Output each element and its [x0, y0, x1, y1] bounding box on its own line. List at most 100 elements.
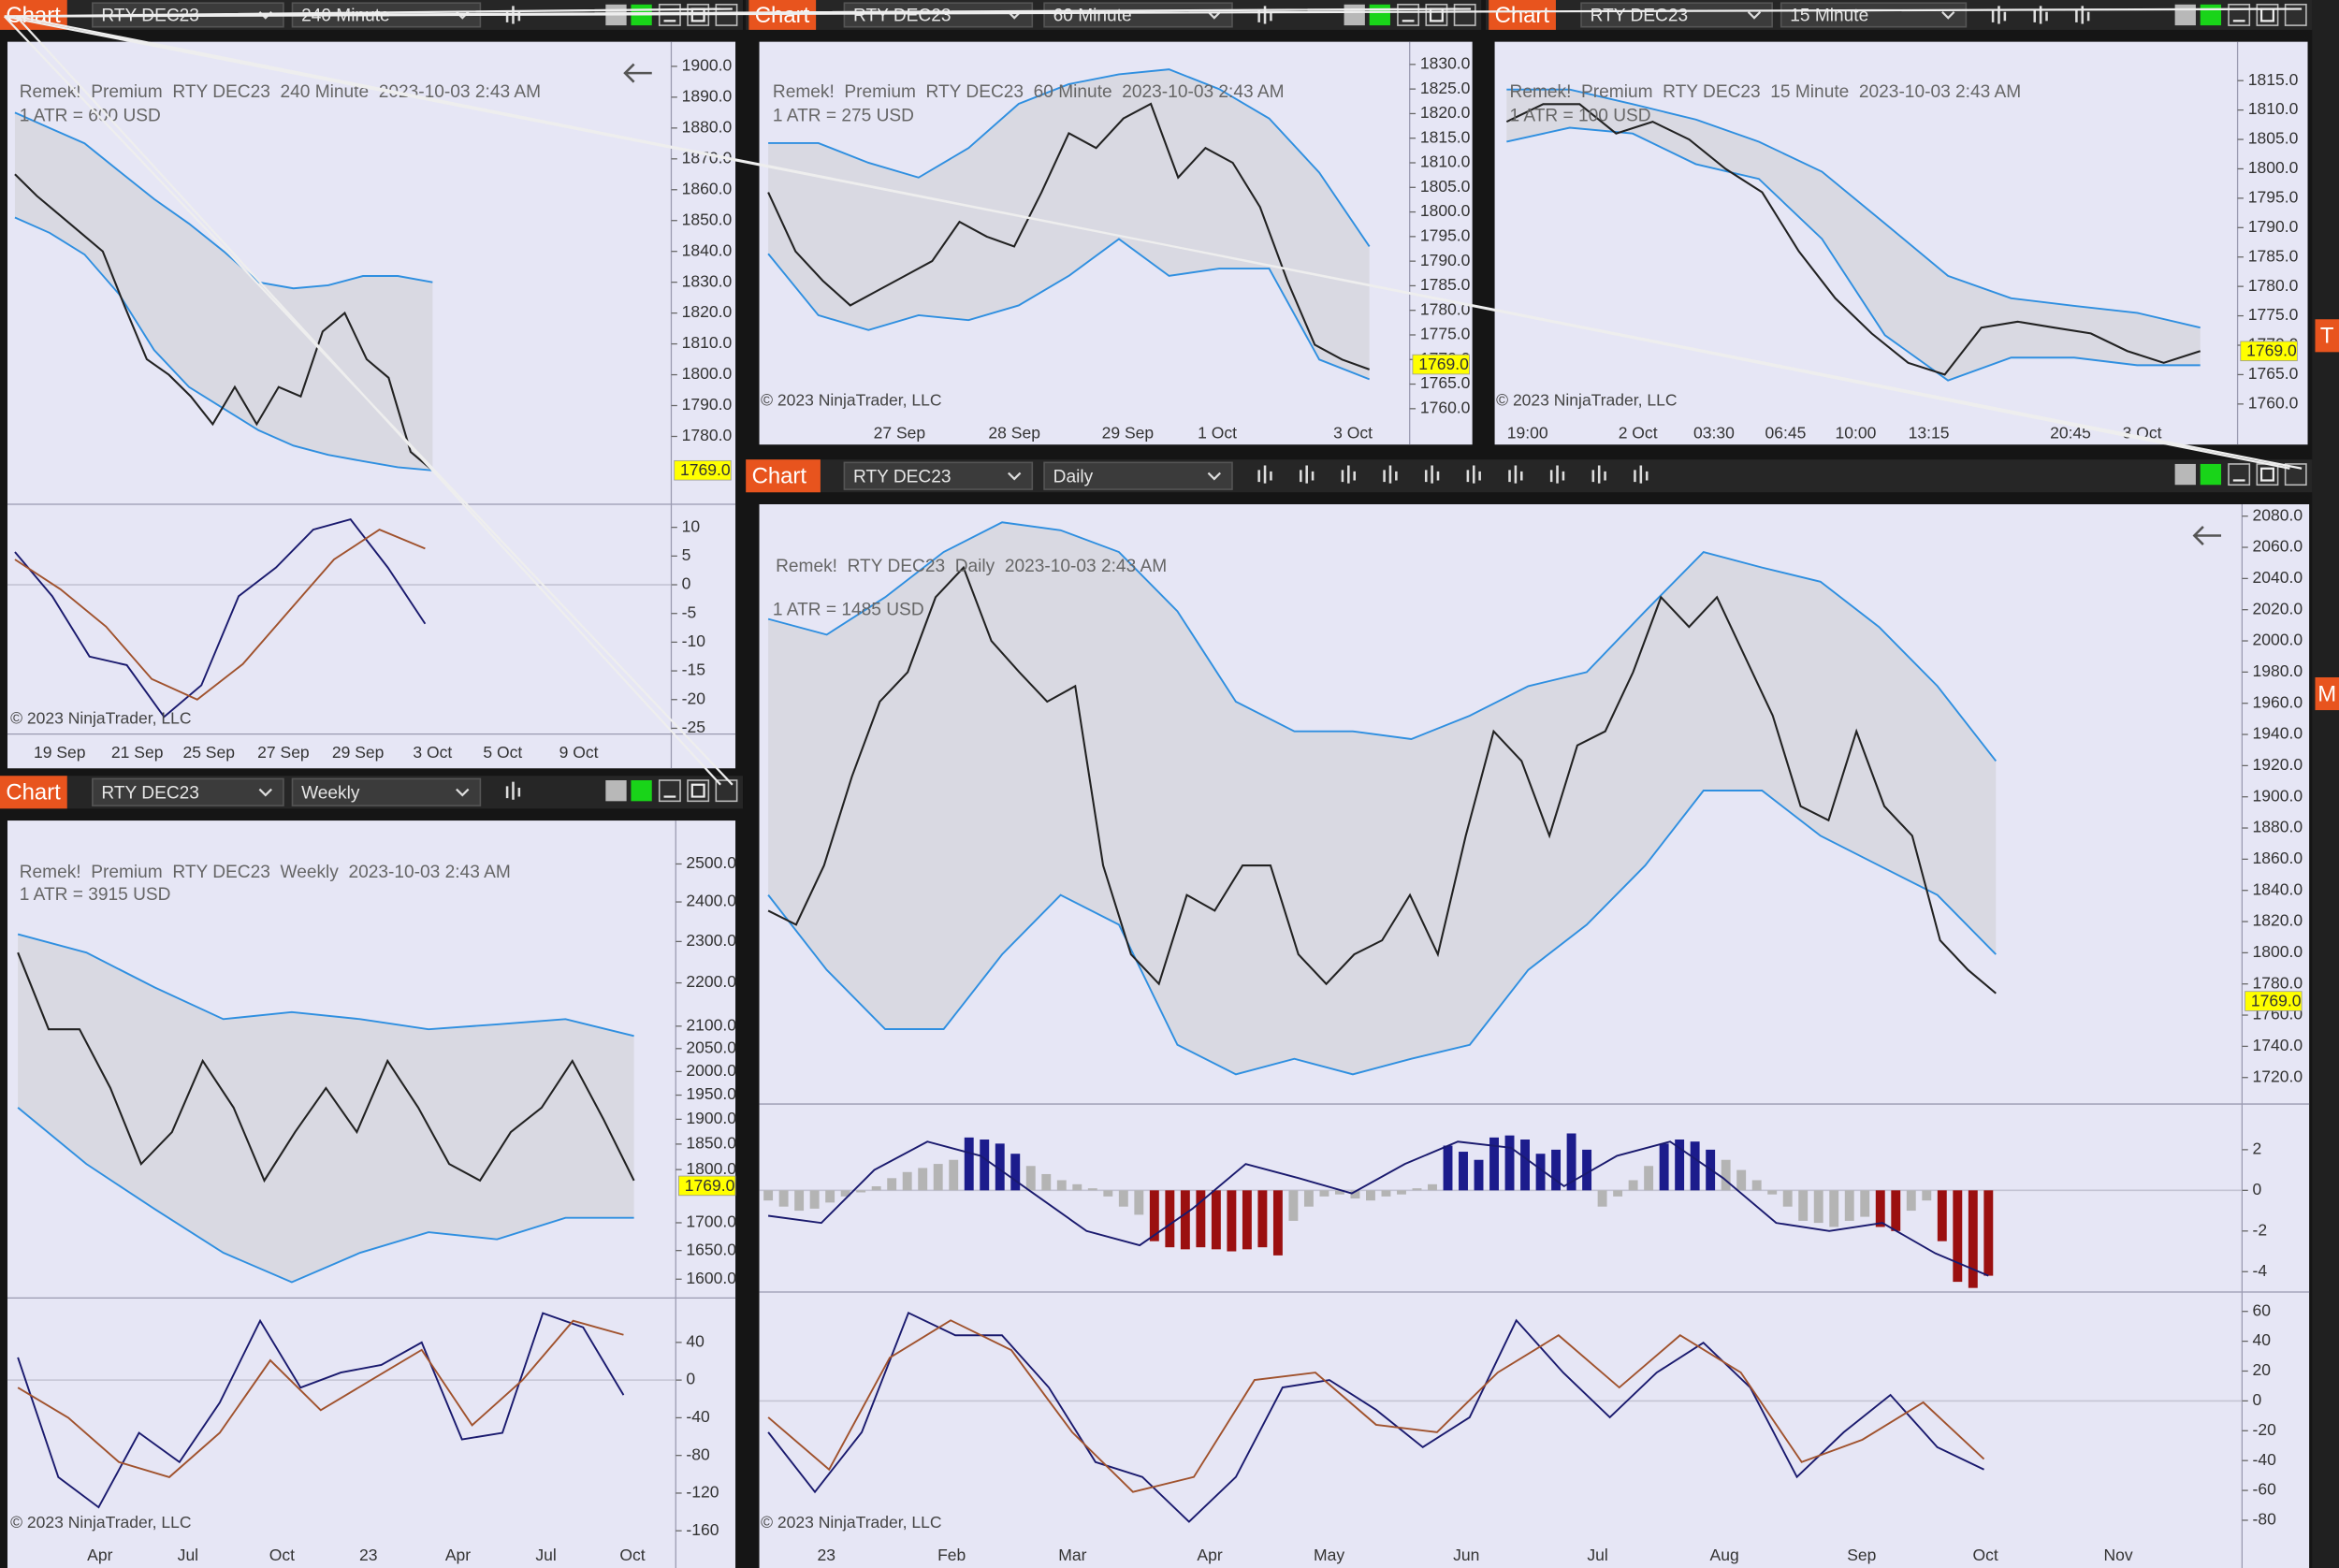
window-button[interactable] [2200, 463, 2222, 486]
histogram-bar [1288, 1190, 1299, 1221]
histogram-bar [1782, 1190, 1793, 1207]
histogram-bar [1566, 1133, 1576, 1191]
instrument-dropdown[interactable] [1580, 2, 1773, 28]
back-arrow[interactable] [2192, 526, 2222, 545]
chart-tab[interactable] [746, 459, 821, 493]
y-tick-label: -80 [2253, 1510, 2277, 1529]
histogram-bar [856, 1190, 866, 1193]
y-tick-label: 1600.0 [686, 1269, 736, 1287]
toolbar-icon[interactable] [1383, 465, 1398, 484]
window-button[interactable] [658, 779, 681, 803]
histogram-bar [1628, 1180, 1638, 1191]
window-button[interactable] [2174, 4, 2196, 26]
instrument-dropdown[interactable] [843, 461, 1034, 490]
window-button[interactable] [631, 780, 652, 802]
copyright: © 2023 NinjaTrader, LLC [761, 1513, 941, 1532]
histogram-bar [1334, 1190, 1344, 1195]
window-button[interactable] [2200, 4, 2222, 26]
upper-band [767, 521, 1998, 762]
band-fill [18, 934, 634, 1283]
y-tick-label: 1890.0 [682, 87, 733, 106]
toolbar-icon[interactable] [1591, 465, 1606, 484]
window-button[interactable] [1425, 3, 1448, 26]
y-tick-label: 1765.0 [1420, 373, 1471, 392]
histogram-bar [980, 1140, 990, 1191]
histogram-bar [1087, 1188, 1097, 1191]
y-tick-label: 1785.0 [1420, 275, 1471, 294]
window-button[interactable] [2256, 463, 2279, 486]
toolbar-icon[interactable] [1424, 465, 1440, 484]
y-tick-label: 1815.0 [2248, 70, 2299, 89]
window-button[interactable] [2284, 3, 2307, 26]
toolbar-icon[interactable] [1341, 465, 1356, 484]
toolbar-icon[interactable] [1634, 465, 1649, 484]
chart-tab[interactable] [1489, 0, 1556, 30]
interval-dropdown[interactable] [1043, 2, 1233, 28]
histogram-bar [825, 1190, 835, 1203]
window-button[interactable] [2256, 3, 2279, 26]
y-tick-label: 1850.0 [682, 210, 733, 228]
chart-title: Remek! Premium RTY DEC23 240 Minute 2023… [20, 82, 541, 102]
window-button[interactable] [2228, 3, 2251, 26]
window-button[interactable] [687, 779, 710, 803]
oscillator-line [14, 529, 426, 701]
x-tick-label: Jul [1587, 1546, 1607, 1564]
x-tick-label: Jul [178, 1546, 198, 1564]
atr-label: 1 ATR = 1485 USD [773, 600, 924, 619]
histogram-bar [1751, 1180, 1762, 1191]
window-button-glyph [4, 7, 2303, 18]
chart-tab[interactable] [0, 776, 67, 809]
toolbar-icon[interactable] [1466, 465, 1481, 484]
window-button[interactable] [715, 779, 738, 803]
instrument-dropdown[interactable] [92, 777, 284, 806]
y-tick-label: 0 [2253, 1180, 2262, 1198]
window-button[interactable] [1453, 3, 1476, 26]
y-tick-label: 1850.0 [686, 1134, 736, 1153]
instrument-dropdown[interactable] [843, 2, 1034, 28]
x-tick-label: 3 Oct [1333, 424, 1373, 443]
toolbar-icon[interactable] [1300, 465, 1315, 484]
toolbar-icon[interactable] [505, 781, 521, 800]
toolbar-icon[interactable] [1508, 465, 1523, 484]
histogram-bar [1149, 1190, 1159, 1241]
window-button[interactable] [605, 780, 627, 802]
y-tick-label: 1950.0 [686, 1084, 736, 1103]
x-tick-label: Feb [937, 1546, 966, 1564]
window-button[interactable] [1369, 4, 1390, 26]
histogram-bar [918, 1168, 928, 1191]
side-tab[interactable] [2315, 319, 2339, 353]
y-tick-label: 1900.0 [2253, 786, 2303, 805]
histogram-bar [1721, 1159, 1731, 1191]
chart-title: Remek! RTY DEC23 Daily 2023-10-03 2:43 A… [776, 557, 1167, 576]
histogram-bar [1613, 1190, 1623, 1197]
y-tick-label: -40 [2253, 1450, 2277, 1469]
window-button[interactable] [1397, 3, 1420, 26]
x-tick-label: Apr [87, 1546, 112, 1564]
price-marker [674, 459, 732, 481]
toolbar-icon[interactable] [1549, 465, 1565, 484]
y-tick-label: 1825.0 [1420, 79, 1471, 97]
toolbar-icon[interactable] [1257, 465, 1272, 484]
interval-dropdown[interactable] [291, 777, 482, 806]
window-button[interactable] [2174, 463, 2196, 486]
y-tick-label: 1820.0 [2253, 911, 2303, 930]
histogram-bar [1041, 1173, 1052, 1191]
histogram-bar [1675, 1140, 1685, 1191]
histogram-bar [949, 1159, 959, 1191]
y-tick-label: -4 [2253, 1261, 2268, 1280]
interval-dropdown[interactable] [1043, 461, 1233, 490]
histogram-bar [1891, 1190, 1901, 1231]
dropdown-arrow [1207, 10, 1221, 20]
window-button[interactable] [2228, 463, 2251, 486]
histogram-bar [1443, 1145, 1453, 1191]
x-tick-label: Mar [1058, 1546, 1086, 1564]
price-line [1505, 103, 2201, 376]
chart-title: Remek! Premium RTY DEC23 15 Minute 2023-… [1510, 82, 2022, 102]
window-button[interactable] [1344, 4, 1365, 26]
band-fill [14, 112, 433, 471]
back-arrow[interactable] [623, 63, 652, 83]
side-tab[interactable] [2315, 676, 2339, 711]
interval-label: 15 Minute [1790, 7, 1868, 26]
interval-dropdown[interactable] [1780, 2, 1968, 28]
